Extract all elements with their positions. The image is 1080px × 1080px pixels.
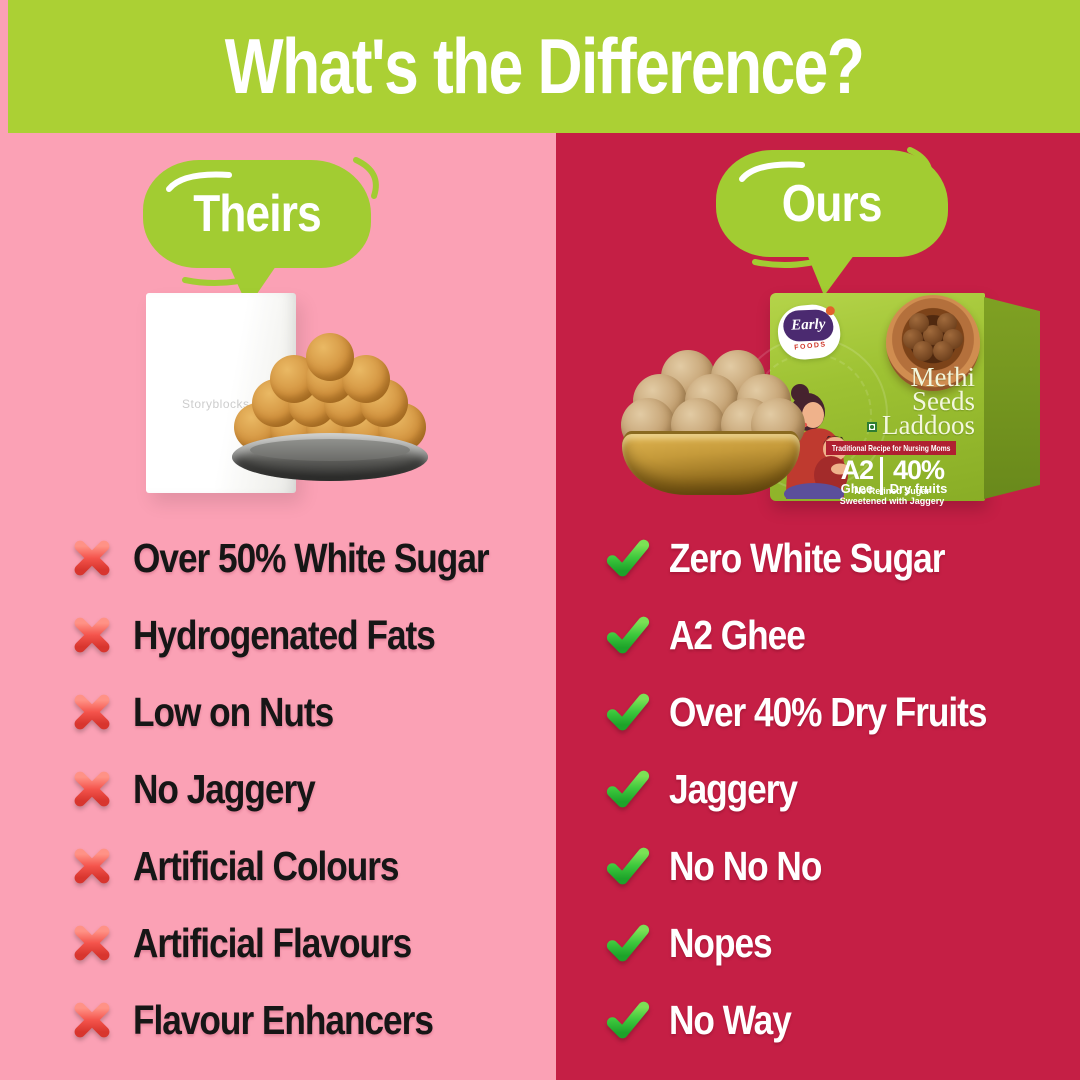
item-label: Artificial Colours — [133, 842, 400, 889]
cross-icon — [70, 536, 114, 580]
product-box: Early FOODS — [734, 293, 985, 505]
check-icon — [606, 844, 650, 888]
divider — [880, 457, 883, 495]
laddoo — [933, 341, 953, 361]
product-name-line: Methi — [910, 362, 976, 392]
laddoo — [909, 313, 929, 333]
shine-decoration — [166, 171, 232, 192]
item-label: Flavour Enhancers — [133, 996, 434, 1043]
list-item: Over 40% Dry Fruits — [606, 688, 1038, 736]
list-item: Over 50% White Sugar — [70, 534, 546, 582]
laddoo — [937, 313, 957, 333]
swoosh-decoration — [353, 157, 379, 199]
theirs-bubble: Theirs — [143, 160, 371, 268]
item-label: Jaggery — [669, 765, 798, 812]
swoosh-decoration — [752, 254, 835, 268]
box-side-panel — [984, 297, 1040, 499]
cross-icon — [70, 613, 114, 657]
check-icon — [606, 998, 650, 1042]
laddoo-plate — [232, 433, 428, 481]
laddoo — [306, 333, 354, 381]
item-label: Low on Nuts — [133, 688, 334, 735]
item-label: Over 50% White Sugar — [133, 534, 490, 581]
list-item: Low on Nuts — [70, 688, 546, 736]
theirs-list: Over 50% White Sugar Hydrogenated Fats L… — [70, 534, 546, 1044]
product-name-line: Laddoos — [867, 412, 975, 439]
list-item: A2 Ghee — [606, 611, 1038, 659]
list-item: Jaggery — [606, 765, 1038, 813]
list-item: Artificial Flavours — [70, 919, 546, 967]
product-name: Methi Seeds Laddoos — [867, 362, 976, 439]
ours-list: Zero White Sugar A2 Ghee Over 40% Dry Fr… — [606, 534, 1038, 1044]
check-icon — [606, 690, 650, 734]
laddoo — [913, 341, 933, 361]
item-label: Artificial Flavours — [133, 919, 412, 966]
watermark: Storyblocks — [182, 397, 250, 411]
theirs-product-image: Storyblocks — [140, 285, 440, 500]
golden-bowl — [622, 431, 800, 495]
item-label: No No No — [669, 842, 822, 889]
list-item: Hydrogenated Fats — [70, 611, 546, 659]
item-label: No Way — [669, 996, 792, 1043]
stat-dry-fruits: 40% Dry fruits — [889, 455, 948, 496]
check-icon — [606, 536, 650, 580]
cross-icon — [70, 690, 114, 734]
list-item: No Jaggery — [70, 765, 546, 813]
brand-name: Early — [782, 309, 834, 342]
ours-product-image: Early FOODS — [600, 285, 1060, 510]
theirs-bubble-label: Theirs — [193, 185, 321, 243]
brand-sub: FOODS — [794, 341, 827, 352]
stat-label: Dry fruits — [889, 481, 948, 496]
cross-icon — [70, 998, 114, 1042]
cross-icon — [70, 844, 114, 888]
cross-icon — [70, 767, 114, 811]
list-item: Zero White Sugar — [606, 534, 1038, 582]
package-banner: Traditional Recipe for Nursing Moms — [826, 441, 956, 455]
veg-mark-icon — [867, 422, 878, 432]
check-icon — [606, 921, 650, 965]
item-label: Hydrogenated Fats — [133, 611, 436, 658]
item-label: Nopes — [669, 919, 773, 966]
package-stats: A2 Ghee 40% Dry fruits — [822, 457, 966, 495]
swoosh-decoration — [182, 272, 265, 286]
list-item: Flavour Enhancers — [70, 996, 546, 1044]
list-item: No No No — [606, 842, 1038, 890]
list-item: Artificial Colours — [70, 842, 546, 890]
list-item: Nopes — [606, 919, 1038, 967]
ours-bubble: Ours — [716, 150, 948, 257]
check-icon — [606, 767, 650, 811]
stat-label: Ghee — [840, 481, 874, 496]
item-label: A2 Ghee — [669, 611, 806, 658]
header-banner: What's the Difference? — [8, 0, 1080, 133]
cross-icon — [70, 921, 114, 965]
stat-a2-ghee: A2 Ghee — [840, 455, 875, 496]
ours-bubble-label: Ours — [782, 174, 883, 233]
list-item: No Way — [606, 996, 1038, 1044]
item-label: Over 40% Dry Fruits — [669, 688, 988, 735]
stat-value: A2 — [840, 455, 875, 485]
check-icon — [606, 613, 650, 657]
package-note: No Refined Sugar Sweetened with Jaggery — [839, 486, 945, 506]
copper-plate-photo — [886, 295, 980, 391]
product-name-line: Seeds — [912, 386, 975, 416]
swoosh-decoration — [907, 147, 933, 189]
shine-decoration — [739, 161, 805, 182]
laddoo — [923, 325, 943, 345]
item-label: Zero White Sugar — [669, 534, 945, 581]
item-label: No Jaggery — [133, 765, 316, 812]
page-title: What's the Difference? — [224, 22, 865, 110]
stat-value: 40% — [892, 455, 945, 485]
